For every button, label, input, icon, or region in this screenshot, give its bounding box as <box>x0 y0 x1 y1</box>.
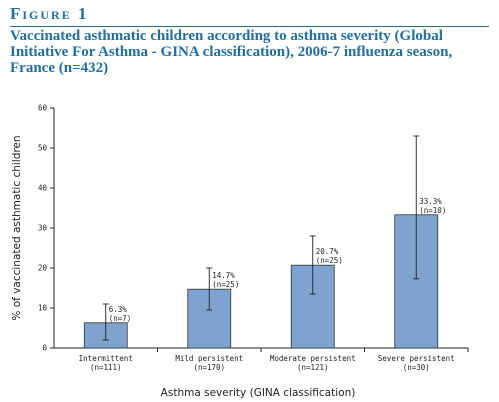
y-tick-label: 50 <box>38 144 48 153</box>
y-tick-label: 0 <box>42 344 47 353</box>
x-tick-label: Intermittent <box>79 354 133 363</box>
x-tick-n-label: (n=121) <box>297 363 329 372</box>
y-tick-label: 40 <box>38 184 48 193</box>
figure-rule <box>10 26 489 27</box>
y-axis-title: % of vaccinated asthmatic children <box>11 135 23 320</box>
value-label: 20.7% <box>316 247 339 256</box>
value-label: 33.3% <box>419 197 442 206</box>
x-tick-label: Moderate persistent <box>270 354 356 363</box>
figure-label: Figure 1 <box>10 4 89 23</box>
value-n-label: (n=25) <box>212 280 239 289</box>
x-tick-n-label: (n=170) <box>193 363 225 372</box>
chart-labels: 6.3%(n=7)Intermittent(n=111)14.7%(n=25)M… <box>79 197 455 372</box>
x-tick-label: Severe persistent <box>378 354 455 363</box>
x-tick-n-label: (n=30) <box>403 363 430 372</box>
figure-title: Vaccinated asthmatic children according … <box>10 28 453 76</box>
y-tick-label: 30 <box>38 224 48 233</box>
value-n-label: (n=7) <box>109 314 132 323</box>
chart-bars <box>83 135 439 349</box>
value-n-label: (n=10) <box>419 206 446 215</box>
y-tick-label: 20 <box>38 264 48 273</box>
x-axis-title: Asthma severity (GINA classification) <box>161 387 356 399</box>
y-tick-label: 60 <box>38 104 48 113</box>
x-tick-n-label: (n=111) <box>90 363 122 372</box>
value-n-label: (n=25) <box>316 256 343 265</box>
value-label: 6.3% <box>109 305 128 314</box>
value-label: 14.7% <box>212 271 235 280</box>
x-tick-label: Mild persistent <box>175 354 243 363</box>
y-tick-label: 10 <box>38 304 48 313</box>
